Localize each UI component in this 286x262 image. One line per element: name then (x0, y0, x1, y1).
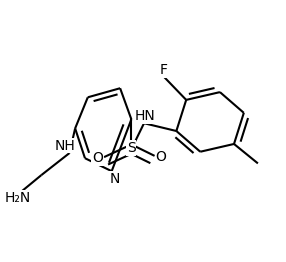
Text: F: F (160, 63, 168, 77)
Text: O: O (92, 151, 103, 165)
Text: HN: HN (135, 109, 156, 123)
Text: O: O (156, 150, 166, 164)
Text: S: S (127, 141, 136, 155)
Text: H₂N: H₂N (4, 191, 31, 205)
Text: N: N (109, 172, 120, 186)
Text: NH: NH (55, 139, 76, 153)
